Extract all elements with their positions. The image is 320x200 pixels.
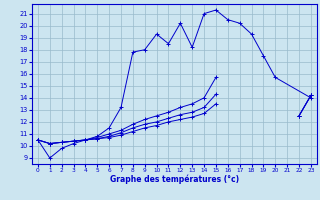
X-axis label: Graphe des températures (°c): Graphe des températures (°c)	[110, 175, 239, 184]
